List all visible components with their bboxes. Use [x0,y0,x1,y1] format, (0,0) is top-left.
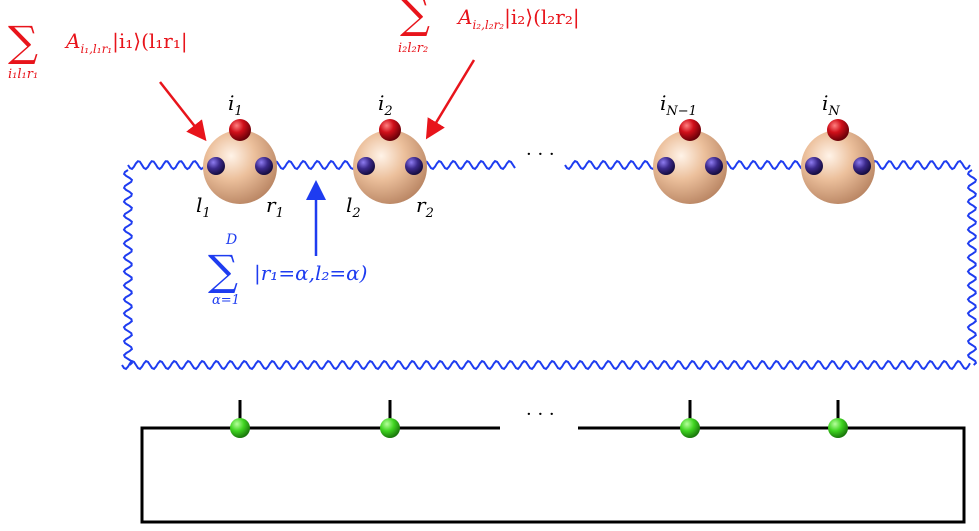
site-3 [653,119,727,204]
tensor-node-3 [680,418,700,438]
physical-index-ball [827,119,849,141]
bottom-tensor-network: · · · [140,400,966,524]
site-sphere [653,130,727,204]
ring-bottom [121,359,971,371]
bond-right-lead [864,159,971,171]
sum-symbol: ∑ [208,246,238,295]
site-label-iN-1: iN−1 [660,91,697,119]
sum-symbol: ∑ [8,17,38,66]
sum-lower: α=1 [212,293,240,308]
right-aux-ball [405,157,423,175]
left-aux-ball [805,157,823,175]
bond-label-l2: l2 [346,193,361,221]
sum-index: i₁l₁r₁ [8,67,38,82]
bond-N-1-N [714,159,816,171]
bottom-tensors [230,400,848,438]
physical-index-ball [379,119,401,141]
top-ellipsis: · · · [526,144,555,165]
site-spheres [203,119,875,204]
ring-left-side [122,169,134,366]
bond-term: |r₁=α,l₂=α) [254,261,367,286]
site-label-i1: i1 [228,91,243,119]
physical-index-ball [229,119,251,141]
tensor-node-2 [380,418,400,438]
tensor-annotation-2: ∑ i₂l₂r₂ Ai₂,l₂r₂|i₂⟩(l₂r₂| [398,0,580,140]
bottom-ring-line-left [140,426,966,524]
bond-label-r1: r1 [266,193,284,221]
sum-index: i₂l₂r₂ [398,41,428,56]
left-aux-ball [657,157,675,175]
site-sphere [801,130,875,204]
wavy-bond-lines [121,159,978,371]
left-aux-ball [357,157,375,175]
bottom-ellipsis: · · · [526,404,555,425]
ring-right-side [966,169,978,366]
sum-symbol: ∑ [400,0,430,38]
bond-1-2 [264,159,366,171]
red-arrow-1 [159,81,207,142]
bond-left-lead [127,159,216,171]
red-arrow-2 [425,59,476,140]
site-sphere [353,130,427,204]
site-label-iN: iN [822,91,840,119]
site-label-i2: i2 [378,91,393,119]
tensor-node-4 [828,418,848,438]
right-aux-ball [255,157,273,175]
site-sphere [203,130,277,204]
physical-index-ball [679,119,701,141]
right-aux-ball [705,157,723,175]
right-aux-ball [853,157,871,175]
bond-label-r2: r2 [416,193,434,221]
bond-annotation: D ∑ α=1 |r₁=α,l₂=α) [208,180,367,308]
bond-dots-N-1 [564,159,666,171]
tensor-annotation-1: ∑ i₁l₁r₁ Ai₁,l₁r₁|i₁⟩(l₁r₁| [8,17,207,142]
bond-2-dots [414,159,516,171]
site-4 [801,119,875,204]
site-2 [353,119,427,204]
tensor-term: Ai₂,l₂r₂|i₂⟩(l₂r₂| [456,5,580,32]
sum-upper: D [225,232,237,248]
tensor-term: Ai₁,l₁r₁|i₁⟩(l₁r₁| [64,29,188,56]
tensor-node-1 [230,418,250,438]
left-aux-ball [207,157,225,175]
site-1 [203,119,277,204]
bond-label-l1: l1 [196,193,211,221]
